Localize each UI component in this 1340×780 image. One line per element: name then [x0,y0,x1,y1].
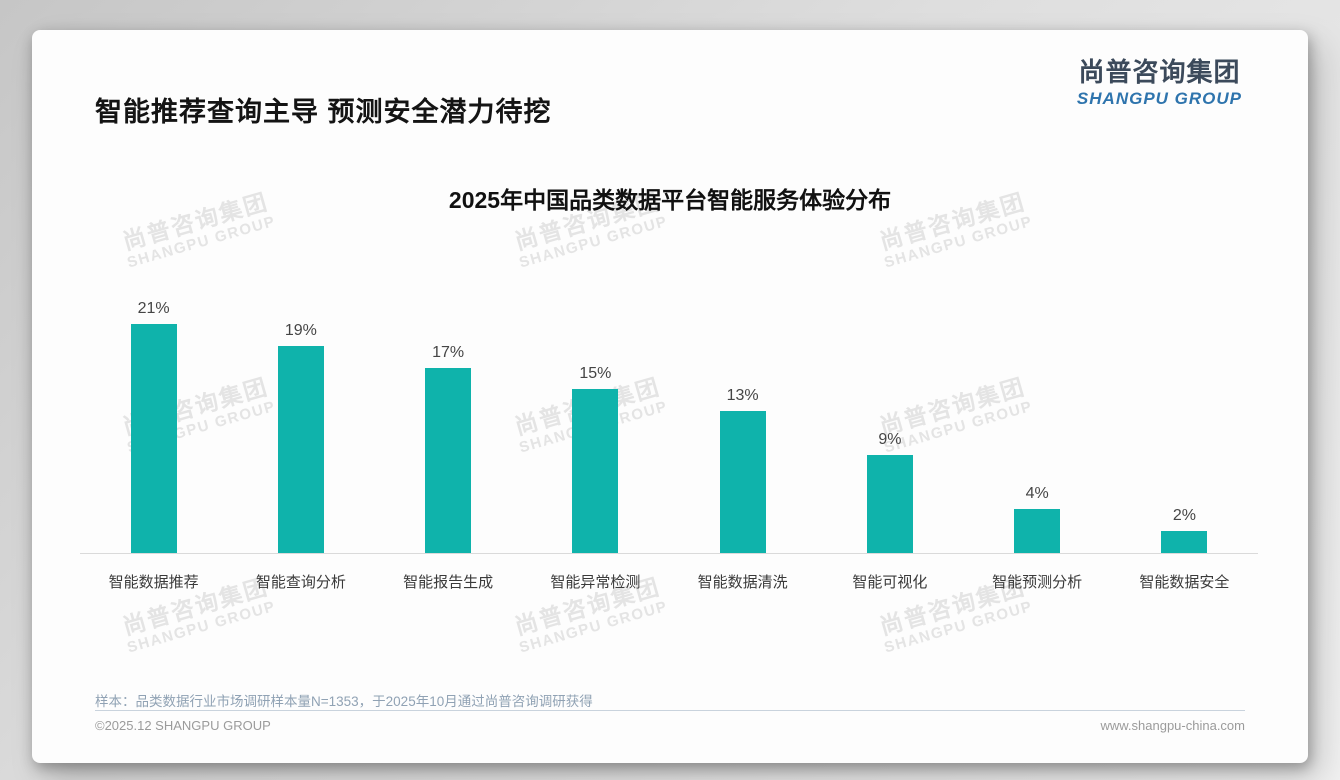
bar-value-label: 17% [432,344,465,361]
bar-column: 17% [375,344,522,553]
bar-column: 15% [522,365,669,553]
page-title: 智能推荐查询主导 预测安全潜力待挖 [95,97,552,128]
bar-column: 9% [816,431,963,553]
bar-chart-plot-area: 21% 19% 17% 15% 13% 9% 4% 2% [80,288,1258,554]
footer-divider [95,710,1245,711]
sample-note: 样本：品类数据行业市场调研样本量N=1353，于2025年10月通过尚普咨询调研… [95,694,593,709]
bar-category-label: 智能数据推荐 [108,574,199,591]
bar-column: 21% [80,300,227,553]
bar [866,455,913,553]
bar-category-label: 智能可视化 [852,574,928,591]
bar-category-label: 智能预测分析 [992,574,1083,591]
bar [719,411,766,553]
logo-en: SHANGPU GROUP [1076,88,1242,108]
report-card: 尚普咨询集团 SHANGPU GROUP 尚普咨询集团 SHANGPU GROUP 尚普… [32,30,1308,763]
bar-category-label: 智能查询分析 [255,574,346,591]
bar [425,368,472,553]
bar-value-label: 21% [137,300,170,317]
bar-value-label: 2% [1172,507,1196,524]
bar-value-label: 19% [284,322,317,339]
bar [1014,509,1061,553]
logo-cn: 尚普咨询集团 [1078,57,1241,87]
bar-column: 13% [669,387,816,553]
bar [572,389,619,553]
bar-category-label: 智能数据安全 [1139,574,1230,591]
logo: 尚普咨询集团 SHANGPU GROUP [1077,58,1242,109]
bar-value-label: 4% [1025,485,1049,502]
bar [277,346,324,553]
bar-value-label: 9% [878,431,902,448]
bar-value-label: 13% [726,387,759,404]
bar [130,324,177,553]
footer-url: www.shangpu-china.com [1100,718,1245,733]
bar-column: 2% [1111,507,1258,553]
bar [1161,531,1208,553]
bar-value-label: 15% [579,365,612,382]
chart-title: 2025年中国品类数据平台智能服务体验分布 [448,187,892,213]
footer-copyright: ©2025.12 SHANGPU GROUP [95,718,271,733]
x-axis-labels: 智能数据推荐 智能查询分析 智能报告生成 智能异常检测 智能数据清洗 智能可视化 智能预测分… [80,554,1258,592]
bar-column: 4% [964,485,1111,553]
bar-column: 19% [227,322,374,553]
bar-category-label: 智能报告生成 [403,574,494,591]
bar-category-label: 智能数据清洗 [697,574,788,591]
bar-category-label: 智能异常检测 [550,574,641,591]
